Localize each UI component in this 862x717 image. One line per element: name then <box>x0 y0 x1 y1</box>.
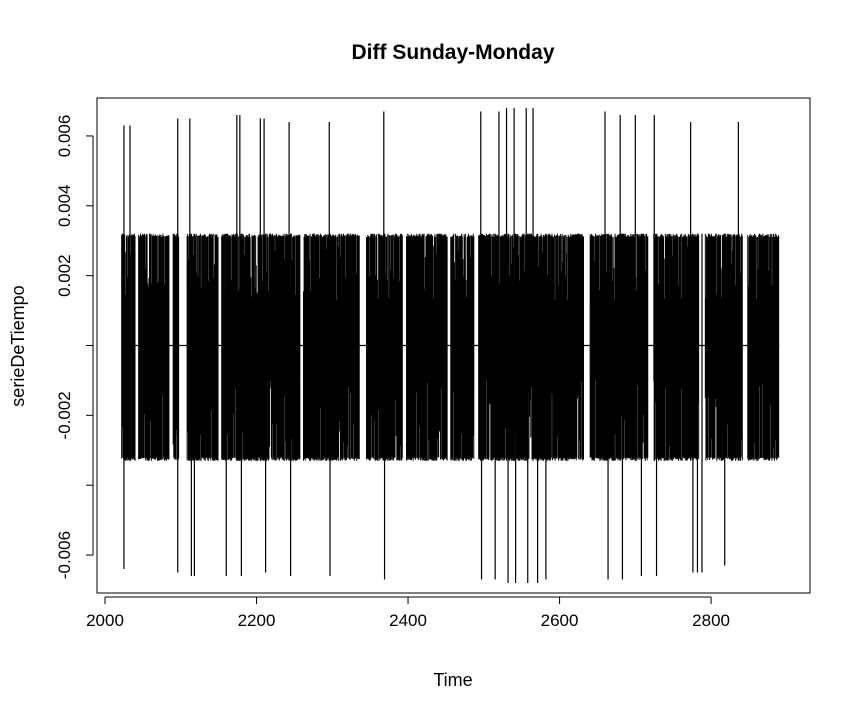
x-axis: 2000 2200 2400 2600 2800 <box>86 596 730 630</box>
x-tick-label: 2200 <box>238 611 276 630</box>
x-axis-label: Time <box>433 670 472 690</box>
x-tick-label: 2600 <box>541 611 579 630</box>
x-tick-label: 2000 <box>86 611 124 630</box>
x-tick-label: 2400 <box>389 611 427 630</box>
y-tick-label: -0.006 <box>55 531 74 579</box>
chart-title: Diff Sunday-Monday <box>352 41 555 64</box>
plot-frame <box>96 97 811 594</box>
y-axis: -0.006 -0.002 0.002 0.004 0.006 <box>55 115 94 579</box>
series-oscillation <box>121 233 780 461</box>
y-tick-label: 0.004 <box>55 185 74 228</box>
y-tick-label: 0.002 <box>55 254 74 297</box>
y-tick-label: -0.002 <box>55 391 74 439</box>
y-axis-label: serieDeTiempo <box>8 285 28 406</box>
y-tick-label: 0.006 <box>55 115 74 158</box>
x-tick-label: 2800 <box>692 611 730 630</box>
series-line <box>121 108 780 583</box>
